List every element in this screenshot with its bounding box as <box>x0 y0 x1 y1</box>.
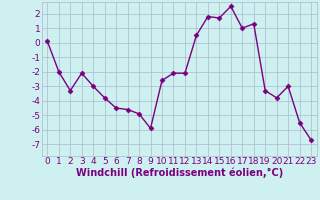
X-axis label: Windchill (Refroidissement éolien,°C): Windchill (Refroidissement éolien,°C) <box>76 168 283 178</box>
